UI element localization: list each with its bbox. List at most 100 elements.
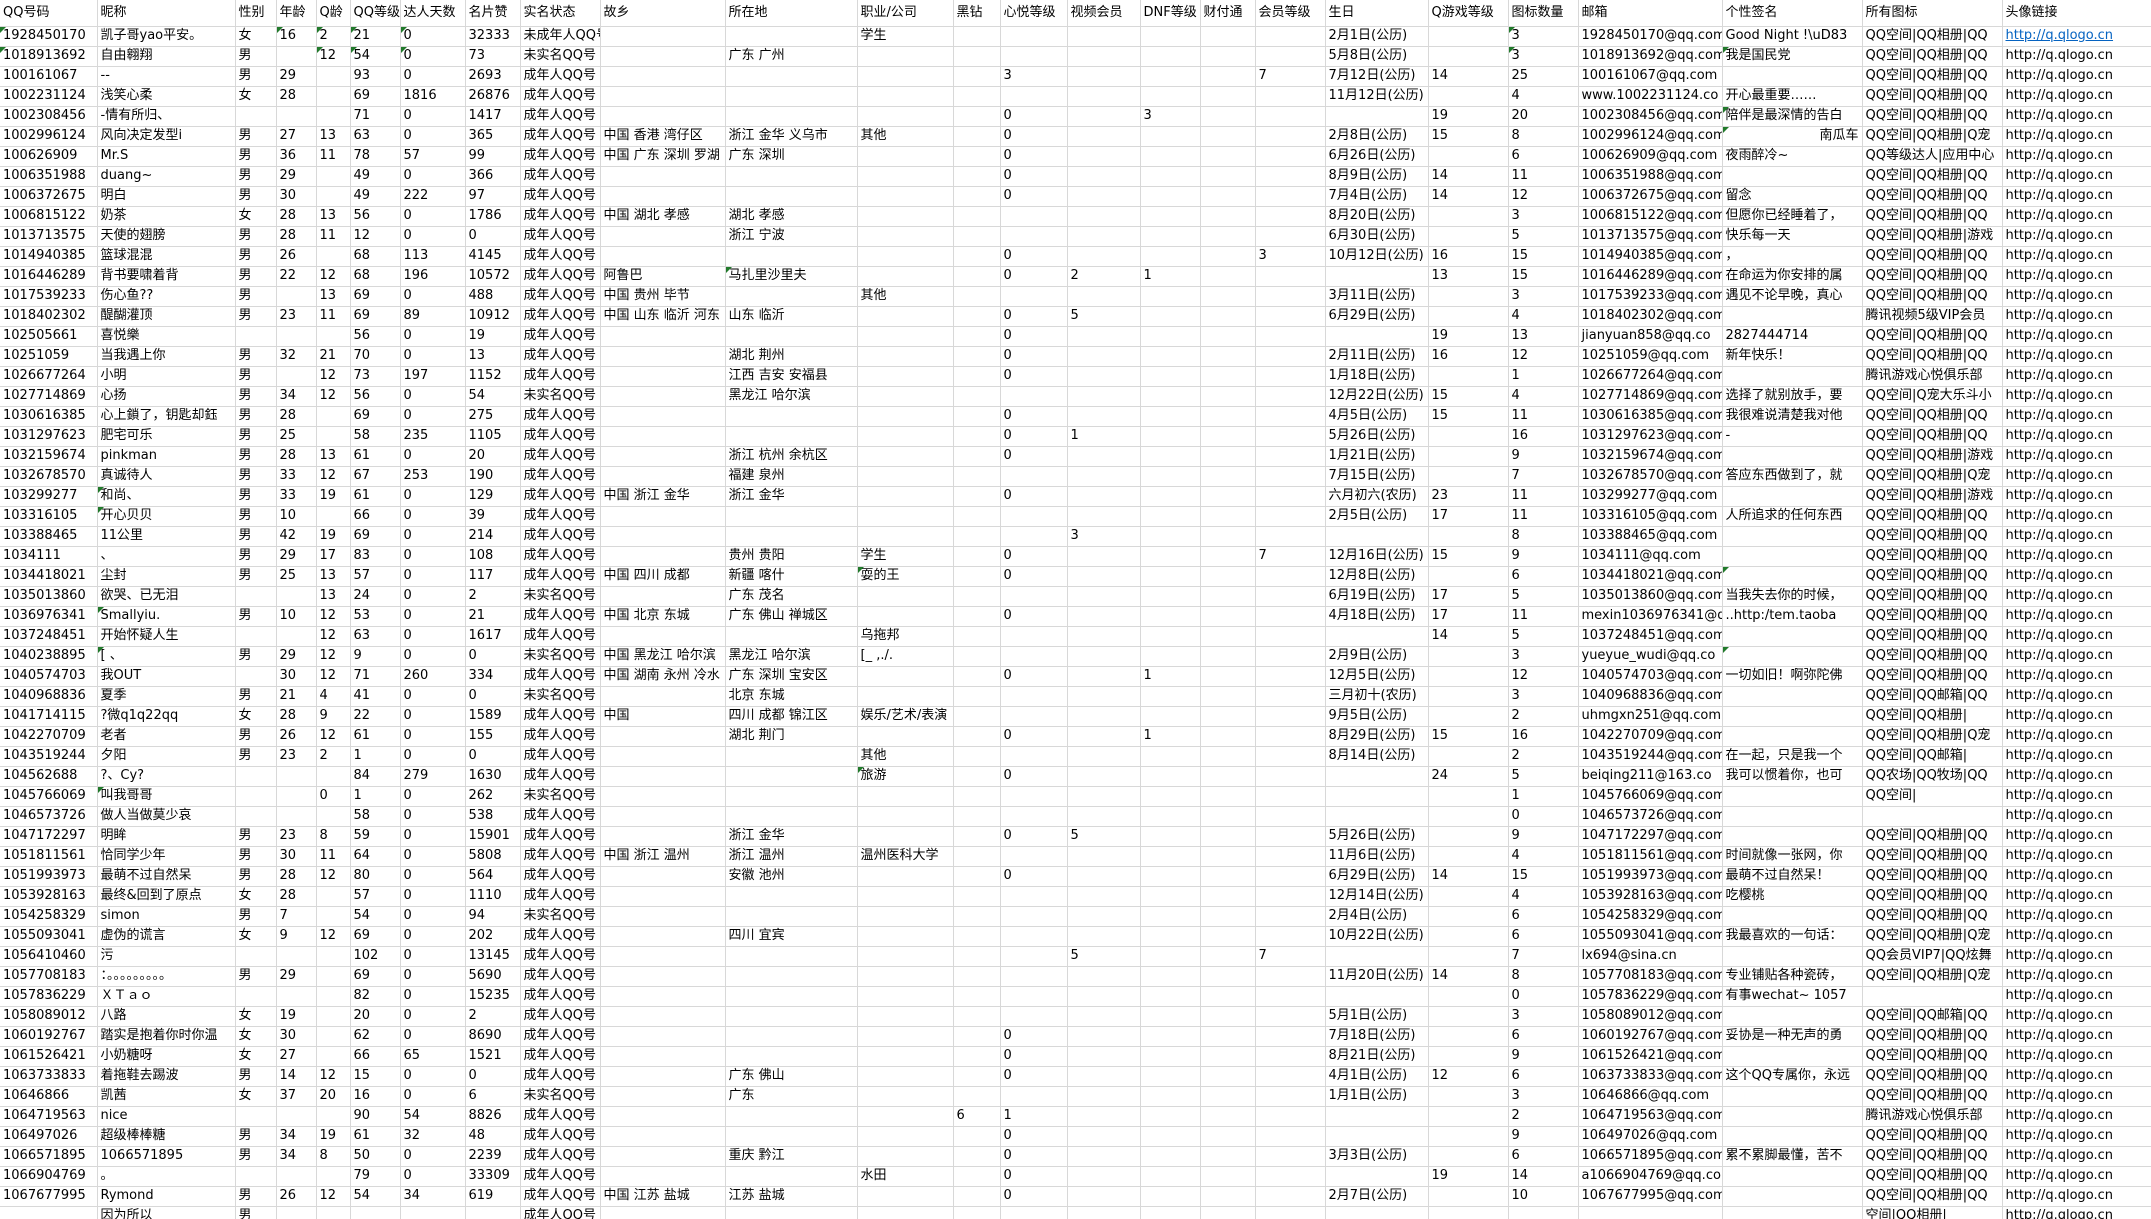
cell-location[interactable] <box>725 1106 858 1127</box>
cell-birthday[interactable]: 4月18日(公历) <box>1325 606 1429 627</box>
cell-birthday[interactable]: 6月26日(公历) <box>1325 146 1429 167</box>
cell-location[interactable]: 四川 成都 锦江区 <box>725 706 858 727</box>
cell-sig[interactable] <box>1722 706 1863 727</box>
cell-qqlevel[interactable]: 68 <box>350 266 401 287</box>
cell-icons[interactable]: 16 <box>1508 726 1579 747</box>
cell-dnf[interactable] <box>1140 486 1201 507</box>
cell-qqlevel[interactable]: 22 <box>350 706 401 727</box>
cell-sig[interactable]: 南瓜车 <box>1722 126 1863 147</box>
cell-tenpay[interactable] <box>1200 1186 1256 1207</box>
cell-daren[interactable]: 0 <box>400 1086 466 1107</box>
cell-icons[interactable]: 3 <box>1508 1006 1579 1027</box>
cell-nick[interactable]: ＸＴａｏ <box>97 986 236 1007</box>
cell-dnf[interactable] <box>1140 526 1201 547</box>
cell-job[interactable] <box>857 166 954 187</box>
cell-blackdiamond[interactable] <box>953 486 1001 507</box>
cell-tenpay[interactable] <box>1200 226 1256 247</box>
cell-video[interactable] <box>1067 1106 1141 1127</box>
cell-tenpay[interactable] <box>1200 66 1256 87</box>
cell-dnf[interactable] <box>1140 626 1201 647</box>
cell-realname[interactable]: 成年人QQ号 <box>520 806 601 827</box>
cell-video[interactable] <box>1067 746 1141 767</box>
cell-qgame[interactable]: 17 <box>1428 606 1509 627</box>
cell-realname[interactable]: 成年人QQ号 <box>520 1106 601 1127</box>
cell-hometown[interactable] <box>600 906 726 927</box>
cell-icons[interactable]: 10 <box>1508 1186 1579 1207</box>
cell-vip[interactable] <box>1255 666 1326 687</box>
cell-dnf[interactable] <box>1140 686 1201 707</box>
cell-likes[interactable]: 97 <box>465 186 521 207</box>
cell-video[interactable] <box>1067 46 1141 67</box>
cell-icons[interactable]: 2 <box>1508 746 1579 767</box>
cell-age[interactable]: 26 <box>276 1186 317 1207</box>
cell-nick[interactable]: 心扬 <box>97 386 236 407</box>
cell-avatar[interactable]: http://q.qlogo.cn <box>2002 526 2151 547</box>
cell-sig[interactable]: 我是国民党 <box>1722 46 1863 67</box>
cell-location[interactable] <box>725 746 858 767</box>
cell-nick[interactable]: -- <box>97 66 236 87</box>
cell-hometown[interactable]: 阿鲁巴 <box>600 266 726 287</box>
cell-video[interactable] <box>1067 546 1141 567</box>
cell-video[interactable] <box>1067 1006 1141 1027</box>
cell-sig[interactable]: ， <box>1722 246 1863 267</box>
cell-birthday[interactable]: 12月14日(公历) <box>1325 886 1429 907</box>
cell-nick[interactable]: 浅笑心柔 <box>97 86 236 107</box>
cell-job[interactable]: 旅游 <box>857 766 954 787</box>
cell-birthday[interactable] <box>1325 326 1429 347</box>
cell-vip[interactable] <box>1255 846 1326 867</box>
cell-daren[interactable]: 0 <box>400 326 466 347</box>
cell-location[interactable]: 广东 深圳 <box>725 146 858 167</box>
cell-dnf[interactable] <box>1140 1166 1201 1187</box>
cell-realname[interactable]: 成年人QQ号 <box>520 1006 601 1027</box>
cell-nick[interactable]: 做人当做莫少哀 <box>97 806 236 827</box>
cell-nick[interactable]: 醍醐灌顶 <box>97 306 236 327</box>
cell-hometown[interactable] <box>600 326 726 347</box>
cell-realname[interactable]: 成年人QQ号 <box>520 986 601 1007</box>
cell-tenpay[interactable] <box>1200 806 1256 827</box>
cell-gender[interactable]: 女 <box>235 1046 277 1067</box>
cell-xinyue[interactable]: 0 <box>1000 346 1068 367</box>
cell-dnf[interactable] <box>1140 546 1201 567</box>
cell-vip[interactable] <box>1255 566 1326 587</box>
cell-xinyue[interactable] <box>1000 526 1068 547</box>
cell-qage[interactable] <box>316 86 351 107</box>
cell-job[interactable] <box>857 966 954 987</box>
cell-avatar[interactable]: http://q.qlogo.cn <box>2002 166 2151 187</box>
cell-hometown[interactable] <box>600 366 726 387</box>
cell-vip[interactable] <box>1255 806 1326 827</box>
cell-icons[interactable]: 8 <box>1508 126 1579 147</box>
cell-avatar[interactable]: http://q.qlogo.cn <box>2002 26 2151 47</box>
cell-nick[interactable]: 开始怀疑人生 <box>97 626 236 647</box>
cell-icons[interactable]: 9 <box>1508 826 1579 847</box>
cell-age[interactable] <box>276 286 317 307</box>
cell-blackdiamond[interactable] <box>953 326 1001 347</box>
cell-qqlevel[interactable]: 54 <box>350 1186 401 1207</box>
cell-gender[interactable]: 男 <box>235 266 277 287</box>
cell-location[interactable] <box>725 506 858 527</box>
cell-birthday[interactable]: 1月18日(公历) <box>1325 366 1429 387</box>
cell-realname[interactable]: 成年人QQ号 <box>520 426 601 447</box>
cell-realname[interactable]: 成年人QQ号 <box>520 146 601 167</box>
cell-gender[interactable]: 女 <box>235 1006 277 1027</box>
cell-daren[interactable]: 0 <box>400 46 466 67</box>
cell-realname[interactable]: 成年人QQ号 <box>520 926 601 947</box>
cell-age[interactable] <box>276 326 317 347</box>
cell-age[interactable] <box>276 366 317 387</box>
cell-qq[interactable]: 1041714115 <box>0 706 98 727</box>
header-cell-vip[interactable]: 会员等级 <box>1255 0 1326 27</box>
cell-blackdiamond[interactable] <box>953 986 1001 1007</box>
cell-birthday[interactable]: 8月14日(公历) <box>1325 746 1429 767</box>
cell-sig[interactable] <box>1722 806 1863 827</box>
cell-sig[interactable]: 留念 <box>1722 186 1863 207</box>
cell-job[interactable] <box>857 806 954 827</box>
cell-email[interactable]: 1064719563@qq.com <box>1578 1106 1723 1127</box>
cell-age[interactable] <box>276 806 317 827</box>
cell-age[interactable]: 22 <box>276 266 317 287</box>
cell-daren[interactable]: 0 <box>400 886 466 907</box>
cell-xinyue[interactable]: 0 <box>1000 1166 1068 1187</box>
cell-nick[interactable]: 夕阳 <box>97 746 236 767</box>
cell-qqlevel[interactable]: 24 <box>350 586 401 607</box>
cell-job[interactable] <box>857 666 954 687</box>
cell-daren[interactable]: 0 <box>400 446 466 467</box>
cell-nick[interactable]: 天使的翅膀 <box>97 226 236 247</box>
